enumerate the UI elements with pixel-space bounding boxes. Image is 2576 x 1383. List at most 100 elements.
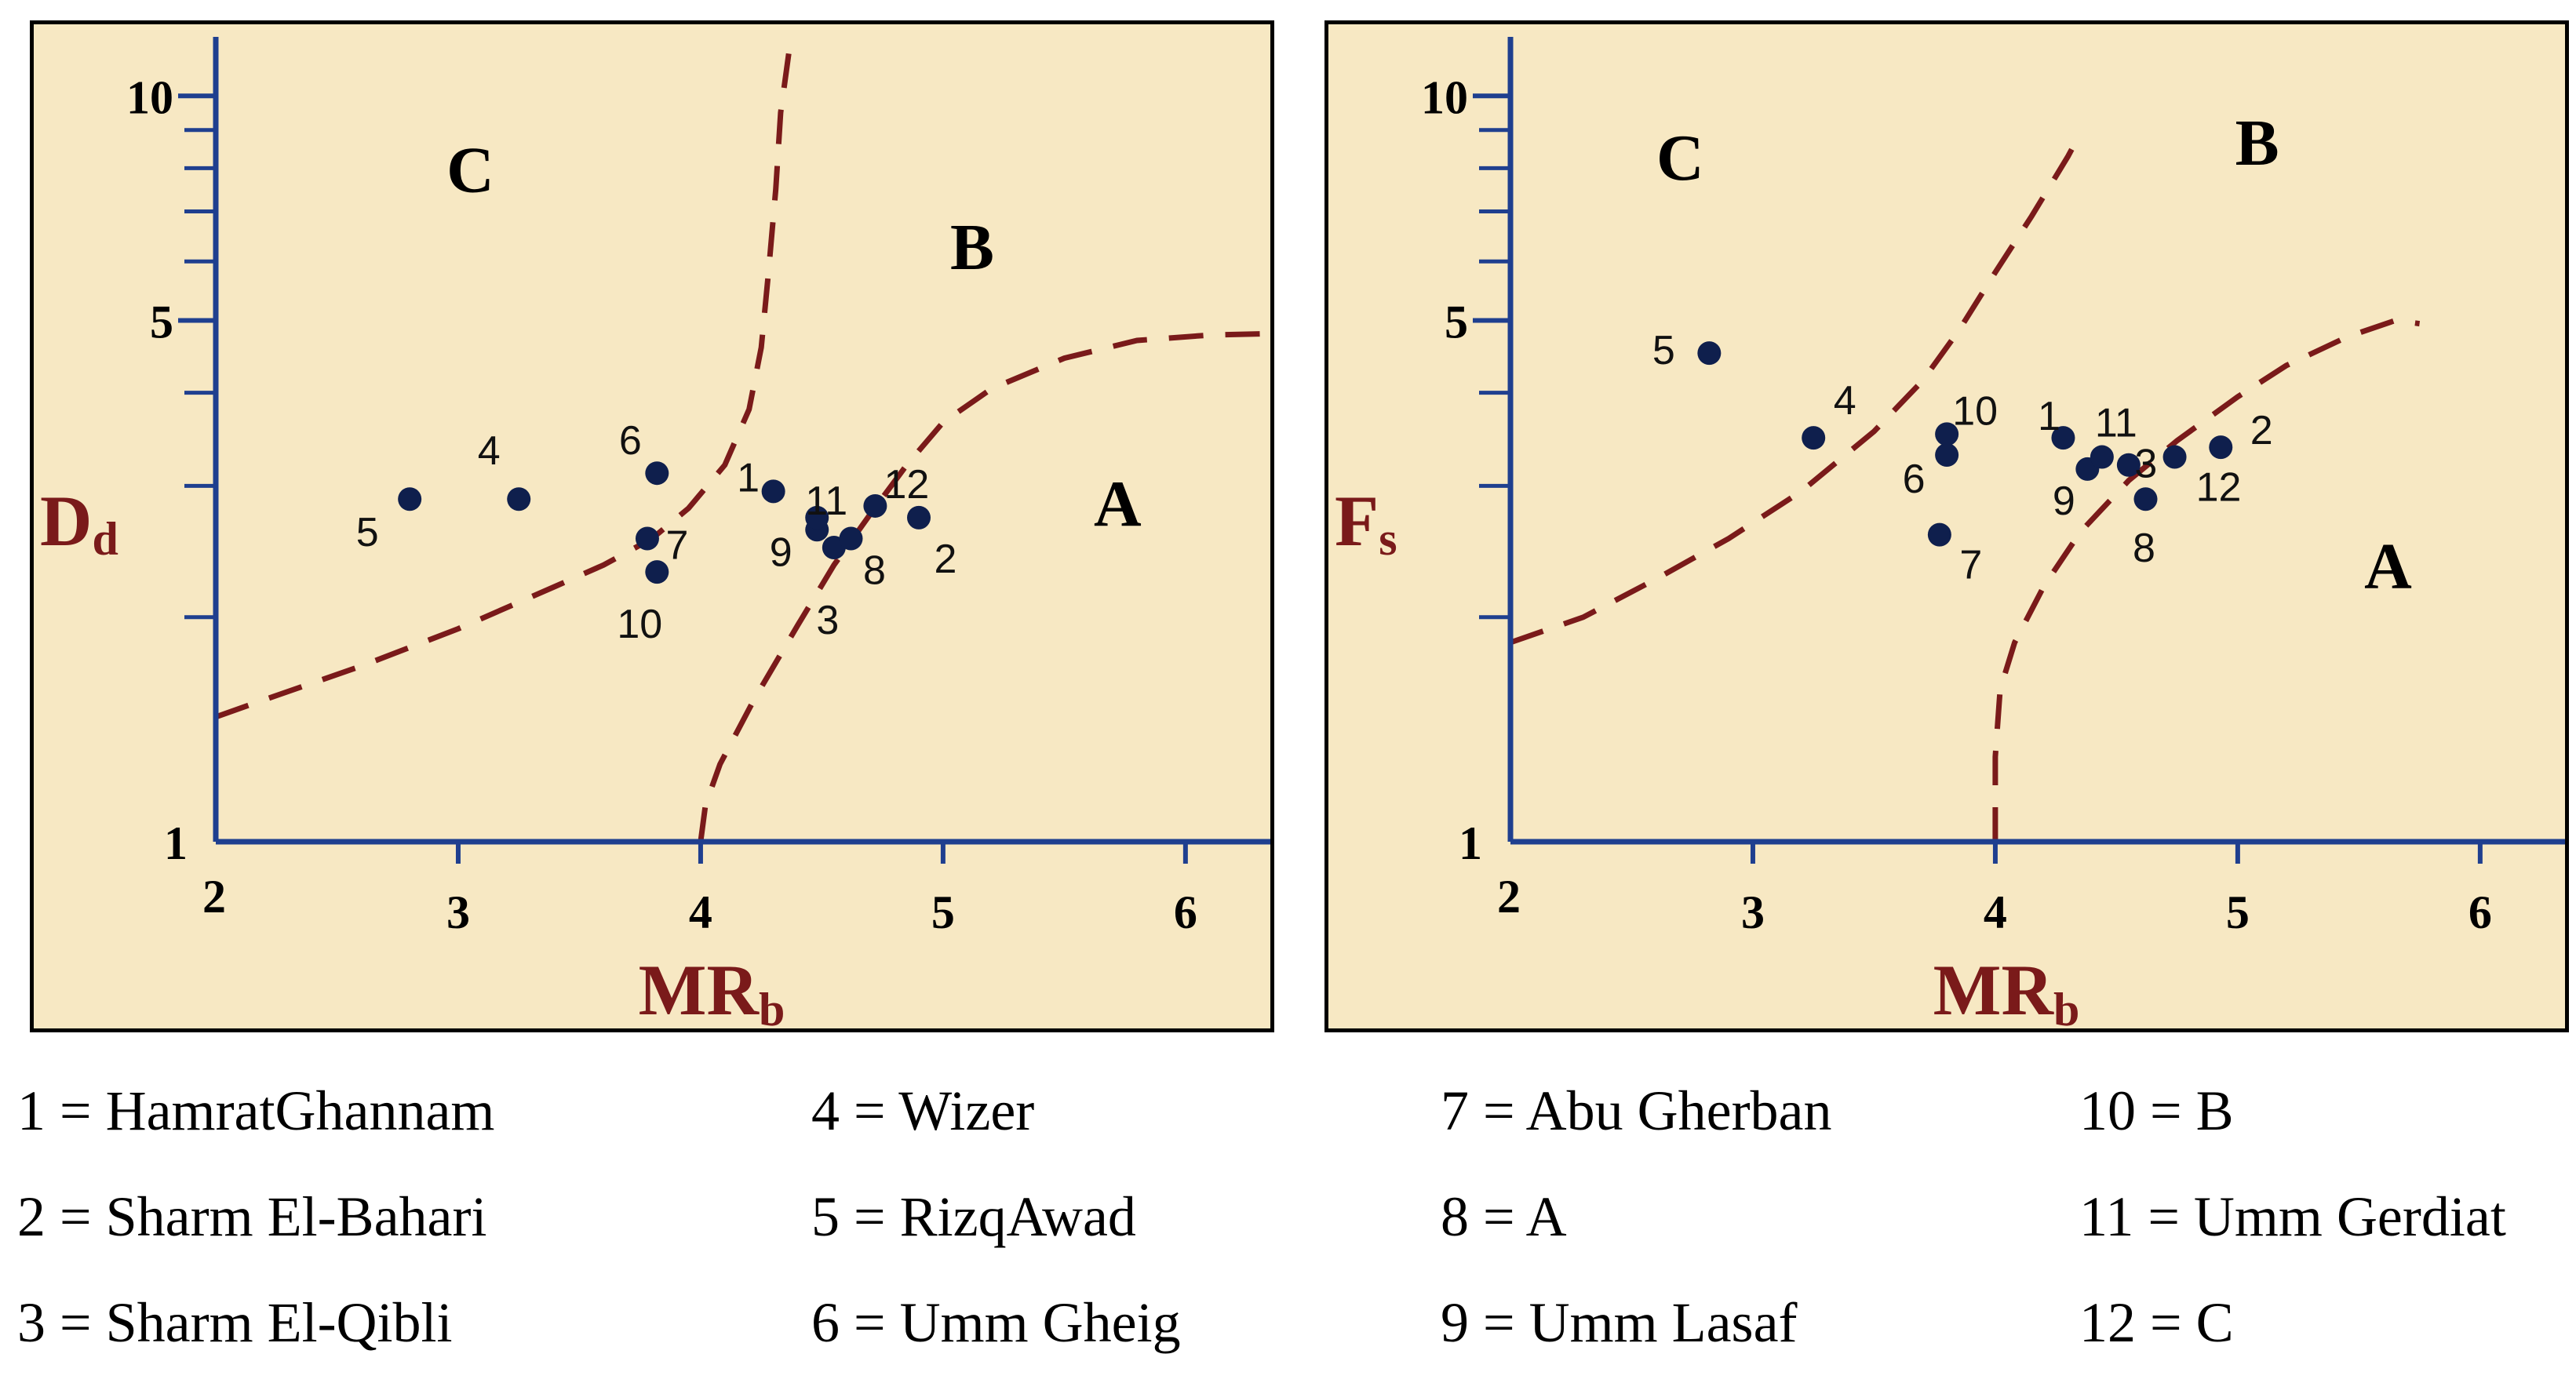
c1-data-point-label-8: 8: [2133, 526, 2155, 571]
c0-data-point-label-5: 5: [356, 510, 379, 555]
c1-data-point-7: [1927, 522, 1951, 547]
c1-data-point-5: [1697, 341, 1722, 366]
c0-y-axis-title-main: D: [40, 481, 92, 561]
c0-x-axis-title-main: MR: [639, 950, 760, 1028]
c0-x-tick-label-5: 5: [931, 886, 955, 938]
c1-data-point-8: [2133, 487, 2158, 511]
legend-item-12: 12 = C: [2079, 1291, 2234, 1354]
c0-data-point-2: [907, 505, 931, 530]
c0-y-tick-label-1: 1: [164, 817, 188, 869]
c0-data-point-7: [635, 526, 659, 551]
c0-data-point-1: [761, 479, 785, 504]
c1-y-axis-title-main: F: [1335, 481, 1379, 561]
c1-data-point-label-11: 11: [2095, 401, 2137, 446]
c0-data-point-label-11: 11: [805, 479, 847, 524]
c0-region-label-c: C: [446, 133, 494, 206]
c0-data-point-label-9: 9: [770, 530, 792, 575]
c1-data-point-label-1: 1: [2038, 394, 2060, 439]
c0-data-point-label-10: 10: [617, 602, 662, 647]
c0-data-point-label-2: 2: [935, 537, 957, 582]
c1-x-tick-label-4: 4: [1984, 886, 2007, 938]
legend-item-10: 10 = B: [2079, 1079, 2234, 1142]
c1-x-tick-label-5: 5: [2226, 886, 2250, 938]
c0-data-point-label-12: 12: [884, 462, 929, 508]
c1-data-point-4: [1802, 426, 1826, 450]
c0-data-point-5: [398, 487, 422, 511]
c0-y-tick-label-5: 5: [150, 296, 173, 348]
c0-y-axis-title-sub: d: [92, 513, 118, 565]
c1-y-axis-title: Fs: [1335, 481, 1397, 565]
chart-panel-dd: 2 3 4 5 6 1 5 10 MRb Dd A B C 1 2 3 4 5 6 7 8 9 10 11 12: [30, 20, 1274, 1032]
chart-panel-fs: 2 3 4 5 6 1 5 10 MRb Fs A B C 1 2 3 4 5 6 7 8 9 10 11 12: [1324, 20, 2569, 1032]
c0-data-point-11: [805, 505, 829, 530]
c0-data-point-6: [645, 461, 669, 486]
c1-data-point-label-7: 7: [1959, 543, 1982, 588]
c1-data-point-2: [2209, 435, 2233, 460]
legend-item-11: 11 = Umm Gerdiat: [2079, 1185, 2506, 1248]
c0-x-axis-title: MRb: [639, 950, 785, 1028]
c0-data-point-label-3: 3: [816, 598, 839, 643]
c0-data-point-label-6: 6: [619, 418, 642, 464]
legend-item-8: 8 = A: [1441, 1185, 1567, 1248]
legend-item-5: 5 = RizqAwad: [811, 1185, 1136, 1248]
c0-region-boundary-1: [214, 42, 793, 720]
c1-region-label-a: A: [2364, 530, 2412, 603]
c0-data-point-label-7: 7: [665, 522, 688, 568]
c1-y-axis-title-sub: s: [1379, 513, 1397, 565]
c0-x-axis-title-sub: b: [759, 984, 785, 1028]
c1-x-axis-title: MRb: [1933, 950, 2080, 1028]
legend-item-9: 9 = Umm Lasaf: [1441, 1291, 1798, 1354]
c1-data-point-label-12: 12: [2196, 465, 2242, 511]
c1-x-tick-label-3: 3: [1741, 886, 1765, 938]
c1-x-axis-title-main: MR: [1933, 950, 2055, 1028]
c1-data-point-label-3: 3: [2134, 442, 2157, 487]
c1-region-boundary-1: [1509, 132, 2083, 646]
c1-data-point-label-2: 2: [2250, 408, 2273, 453]
c0-data-point-12: [863, 493, 887, 518]
c1-x-tick-label-2: 2: [1497, 871, 1521, 923]
c0-region-label-b: B: [950, 211, 994, 284]
c1-region-label-b: B: [2235, 107, 2279, 180]
c0-x-tick-label-3: 3: [446, 886, 470, 938]
c1-data-point-label-5: 5: [1652, 328, 1675, 373]
c0-data-point-4: [507, 487, 531, 511]
c1-x-tick-label-6: 6: [2469, 886, 2492, 938]
c0-data-point-10: [645, 560, 669, 584]
legend-item-2: 2 = Sharm El-Bahari: [17, 1185, 487, 1248]
legend-item-4: 4 = Wizer: [811, 1079, 1035, 1142]
c0-x-tick-label-2: 2: [202, 871, 226, 923]
site-legend: 1 = HamratGhannam 2 = Sharm El-Bahari 3 …: [0, 1083, 2576, 1365]
c1-data-point-label-9: 9: [2053, 479, 2075, 524]
c1-y-tick-label-1: 1: [1459, 817, 1482, 869]
c1-data-point-10: [1935, 422, 1959, 446]
c1-x-axis-title-sub: b: [2053, 984, 2079, 1028]
c1-data-point-label-4: 4: [1834, 378, 1856, 424]
c0-x-tick-label-4: 4: [689, 886, 712, 938]
c1-data-point-6: [1935, 443, 1959, 468]
c0-data-point-label-1: 1: [737, 455, 760, 500]
legend-item-3: 3 = Sharm El-Qibli: [17, 1291, 453, 1354]
c1-data-point-11: [2090, 445, 2114, 469]
c1-region-boundary-2: [1992, 317, 2421, 842]
c1-data-point-3: [2116, 453, 2141, 477]
c0-y-tick-label-10: 10: [126, 71, 173, 123]
c0-y-axis-title: Dd: [40, 481, 118, 565]
c1-data-point-label-6: 6: [1903, 457, 1926, 502]
c1-region-label-c: C: [1656, 122, 1704, 195]
c1-data-point-12: [2162, 445, 2187, 469]
c0-data-point-label-8: 8: [863, 548, 886, 593]
c1-data-point-1: [2051, 426, 2075, 450]
c1-y-tick-label-10: 10: [1421, 71, 1468, 123]
c0-x-tick-label-6: 6: [1174, 886, 1197, 938]
c1-data-point-label-10: 10: [1952, 388, 1998, 434]
legend-item-7: 7 = Abu Gherban: [1441, 1079, 1832, 1142]
legend-item-1: 1 = HamratGhannam: [17, 1079, 495, 1142]
c0-region-boundary-2: [698, 330, 1270, 843]
c0-region-label-a: A: [1094, 468, 1142, 541]
legend-item-6: 6 = Umm Gheig: [811, 1291, 1181, 1354]
c0-data-point-label-4: 4: [478, 428, 501, 474]
c0-data-point-8: [839, 526, 863, 551]
c1-y-tick-label-5: 5: [1445, 296, 1468, 348]
